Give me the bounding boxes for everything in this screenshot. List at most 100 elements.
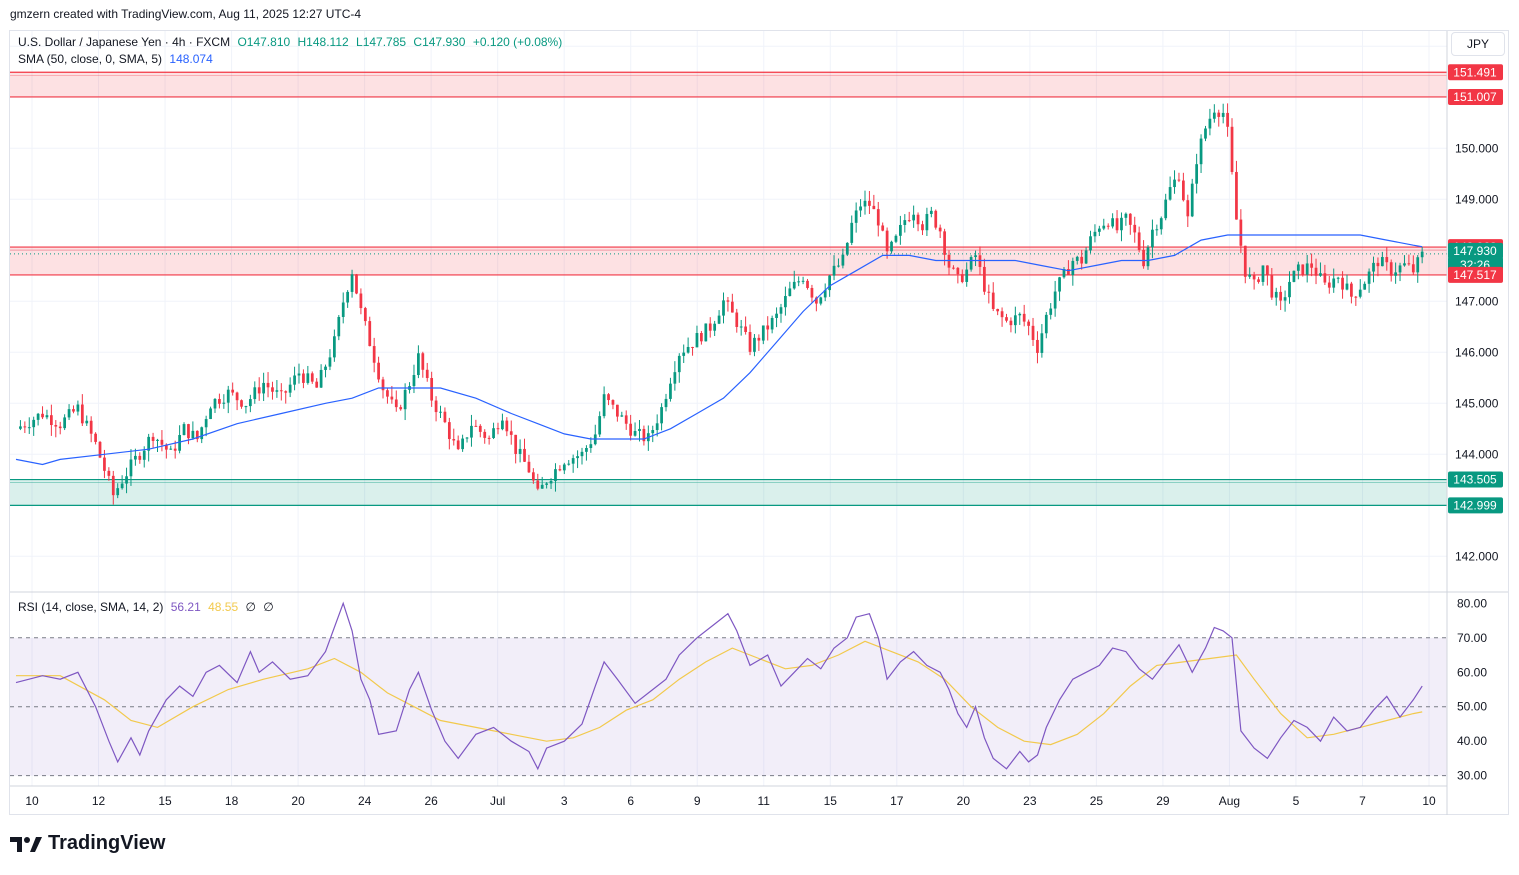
candle-body	[518, 448, 522, 454]
candle-body	[1243, 245, 1247, 277]
candle-body	[1164, 199, 1168, 219]
candle-body	[757, 337, 761, 341]
candle-body	[1403, 263, 1406, 266]
time-tick-label: 24	[358, 794, 372, 808]
candle-body	[483, 431, 487, 438]
price-label-box	[1448, 266, 1503, 283]
candle-body	[1000, 311, 1004, 318]
time-tick-label: 3	[561, 794, 568, 808]
candle-body	[41, 413, 44, 418]
candle-body	[417, 353, 420, 376]
candle-body	[682, 352, 686, 356]
time-tick-label: 11	[758, 794, 771, 808]
candle-body	[156, 439, 159, 441]
candle-body	[1398, 265, 1402, 273]
candle-body	[691, 346, 694, 348]
candle-body	[470, 425, 473, 438]
candle-body	[1146, 247, 1150, 267]
candle-body	[722, 300, 725, 316]
time-tick-label: 15	[158, 794, 172, 808]
candle-body	[814, 297, 818, 304]
price-label-text: 142.999	[1453, 498, 1497, 512]
symbol-legend: U.S. Dollar / Japanese Yen · 4h · FXCM O…	[18, 35, 566, 49]
candle-body	[748, 332, 752, 352]
candle-body	[1115, 218, 1119, 231]
candle-body	[991, 292, 995, 309]
candle-body	[1204, 128, 1207, 139]
candle-body	[240, 400, 243, 407]
candle-body	[1049, 308, 1053, 315]
candle-body	[1031, 325, 1035, 340]
candle-body	[337, 316, 341, 337]
candle-body	[425, 369, 429, 379]
price-label-text: 147.930	[1453, 244, 1497, 258]
tradingview-logo-icon	[10, 833, 42, 855]
candle-body	[974, 255, 977, 258]
candle-body	[231, 389, 235, 393]
candle-body	[1420, 251, 1424, 258]
candle-body	[1266, 265, 1269, 276]
candle-body	[63, 417, 67, 429]
candle-body	[284, 391, 288, 393]
candle-body	[1354, 296, 1358, 298]
price-tick-label: 142.000	[1455, 549, 1499, 563]
candle-body	[1416, 257, 1420, 273]
candle-body	[1372, 262, 1375, 272]
candle-body	[868, 200, 871, 206]
candle-body	[1195, 164, 1199, 184]
candle-body	[779, 307, 783, 314]
candle-body	[27, 427, 31, 429]
candle-body	[677, 355, 681, 373]
candle-body	[200, 427, 204, 440]
candle-body	[894, 235, 898, 242]
tradingview-brand: TradingView	[10, 832, 165, 855]
candle-body	[430, 378, 434, 401]
sma-value: 148.074	[169, 52, 213, 66]
candle-body	[67, 409, 71, 418]
candle-body	[580, 451, 584, 457]
candle-body	[465, 437, 469, 439]
candle-body	[297, 373, 301, 376]
candle-body	[310, 373, 314, 382]
candle-body	[36, 413, 40, 420]
candle-body	[1314, 267, 1318, 276]
candle-body	[655, 423, 659, 431]
candle-body	[293, 375, 296, 385]
candle-body	[1151, 229, 1154, 248]
candle-body	[730, 301, 734, 313]
candle-body	[832, 265, 836, 276]
candle-body	[602, 394, 606, 417]
candle-body	[390, 396, 394, 400]
time-tick-label: 20	[291, 794, 305, 808]
candle-body	[638, 428, 641, 432]
candle-body	[766, 325, 770, 330]
candle-body	[929, 210, 933, 214]
sma-50-line	[15, 234, 1423, 466]
candle-body	[876, 209, 880, 226]
candle-body	[142, 450, 146, 460]
price-label-box	[1448, 242, 1503, 259]
candle-body	[616, 404, 619, 417]
candle-body	[319, 369, 323, 388]
rsi-band	[10, 637, 1447, 776]
candle-body	[956, 267, 960, 275]
candle-body	[191, 430, 195, 439]
candle-body	[527, 461, 531, 473]
candle-body	[770, 317, 774, 330]
time-tick-label: 5	[1293, 794, 1300, 808]
candle-body	[23, 426, 27, 428]
candle-body	[664, 398, 668, 408]
candle-body	[1407, 263, 1411, 265]
time-tick-label: 6	[627, 794, 634, 808]
rsi-tick-label: 30.00	[1457, 769, 1487, 783]
candle-body	[700, 333, 703, 342]
candle-body	[98, 441, 102, 458]
candle-body	[540, 484, 544, 489]
rsi-line	[15, 601, 1423, 771]
currency-button[interactable]: JPY	[1451, 32, 1505, 56]
candle-body	[1376, 262, 1380, 267]
candle-body	[934, 210, 938, 228]
candle-body	[58, 426, 62, 429]
candle-body	[1036, 339, 1039, 353]
